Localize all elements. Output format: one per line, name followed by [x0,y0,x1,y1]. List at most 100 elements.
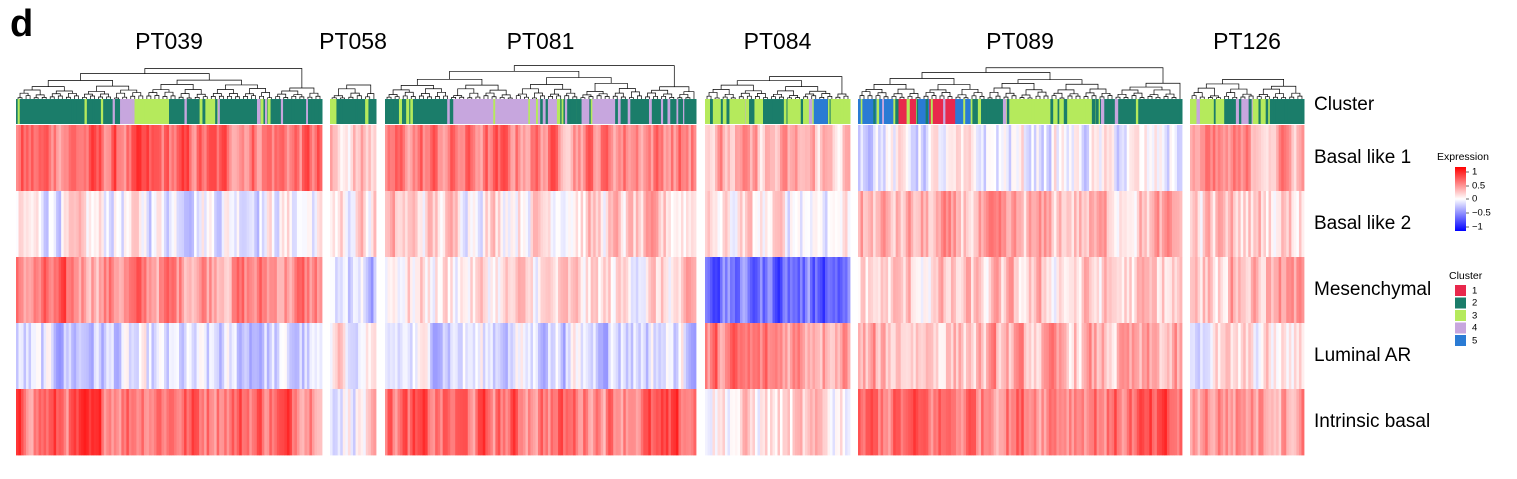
heatmap-cell [878,257,882,324]
heatmap-cell [717,257,721,324]
heatmap-cell [757,125,761,192]
heatmap-cell [68,323,72,390]
heatmap-cell [910,323,914,390]
heatmap-cell [131,323,135,390]
heatmap-cell [1116,257,1120,324]
heatmap-cell [983,257,987,324]
heatmap-cell [1151,389,1155,456]
dendrogram-branch [1011,95,1017,99]
heatmap-cell [1146,125,1150,192]
cluster-legend-swatch [1455,285,1466,296]
heatmap-cell [1134,125,1138,192]
heatmap-cell [281,191,285,258]
colorbar-tick-label: 0 [1472,193,1478,205]
heatmap-cell [915,191,919,258]
heatmap-cell [820,191,823,258]
heatmap-cell [1131,191,1135,258]
heatmap-cell [845,191,848,258]
heatmap-cell [705,323,708,390]
heatmap-cell [71,191,75,258]
heatmap-cell [1151,191,1155,258]
heatmap-cell [868,191,871,258]
heatmap-cell [274,191,278,258]
dendrogram-branch [74,95,79,99]
heatmap-cell [537,323,541,390]
heatmap-cell [274,257,278,324]
heatmap-cell [96,191,100,258]
heatmap-cell [412,389,416,456]
heatmap-cell [78,389,82,456]
sample-label: PT084 [743,28,812,54]
heatmap-cell [750,125,753,192]
heatmap-cell [1200,125,1204,192]
heatmap-cell [236,257,240,324]
heatmap-cell [530,389,534,456]
heatmap-cell [507,323,511,390]
heatmap-cell [402,191,406,258]
heatmap-cell [1109,125,1113,192]
dendrogram-branch [25,95,31,99]
heatmap-cell [442,191,446,258]
heatmap-cell [415,125,419,192]
heatmap-cell [281,257,285,324]
dendrogram-branch [365,96,371,99]
heatmap-cell [445,125,449,192]
heatmap-cell [590,323,594,390]
heatmap-cell [452,323,456,390]
heatmap-cell [792,125,796,192]
dendrogram-branch [90,95,95,99]
heatmap-cell [420,125,424,192]
heatmap-cell [430,125,434,192]
heatmap-cell [1268,323,1272,390]
heatmap-cell [610,257,614,324]
heatmap-cell [462,389,466,456]
heatmap-cell [244,191,248,258]
heatmap-cell [991,257,995,324]
dendrogram-branch [459,96,465,99]
heatmap-cell [905,125,909,192]
heatmap-cell [407,257,411,324]
heatmap-cell [1131,125,1135,192]
heatmap-cell [286,125,290,192]
heatmap-cell [482,323,486,390]
heatmap-cell [590,257,594,324]
heatmap-cell [340,389,344,456]
heatmap-cell [880,257,884,324]
heatmap-cell [36,257,39,324]
heatmap-cell [720,191,723,258]
heatmap-cell [477,323,481,390]
heatmap-cell [1008,191,1012,258]
heatmap-cell [633,389,637,456]
heatmap-cell [452,191,456,258]
heatmap-cell [548,125,551,192]
heatmap-cell [525,125,529,192]
heatmap-cell [179,323,182,390]
heatmap-cell [1063,125,1067,192]
heatmap-cell [530,257,534,324]
heatmap-cell [1195,257,1198,324]
heatmap-cell [885,191,889,258]
dendrogram-branch [1155,97,1161,99]
dendrogram-branch [346,84,372,94]
heatmap-cell [705,257,708,324]
heatmap-cell [868,125,871,192]
heatmap-cell [86,257,90,324]
heatmap-cell [1240,125,1244,192]
heatmap-cell [219,389,223,456]
heatmap-cell [118,389,122,456]
heatmap-cell [83,323,87,390]
heatmap-cell [900,191,904,258]
heatmap-cell [206,257,210,324]
heatmap-cell [1146,257,1150,324]
heatmap-cell [314,389,318,456]
heatmap-cell [1018,191,1022,258]
sample-block-pt089 [858,67,1183,456]
heatmap-cell [330,191,333,258]
heatmap-cell [1129,323,1133,390]
dendrogram-branch [521,88,539,95]
heatmap-cell [593,389,597,456]
heatmap-cell [707,389,711,456]
heatmap-cell [435,125,439,192]
heatmap-cell [450,389,454,456]
heatmap-cell [900,323,904,390]
